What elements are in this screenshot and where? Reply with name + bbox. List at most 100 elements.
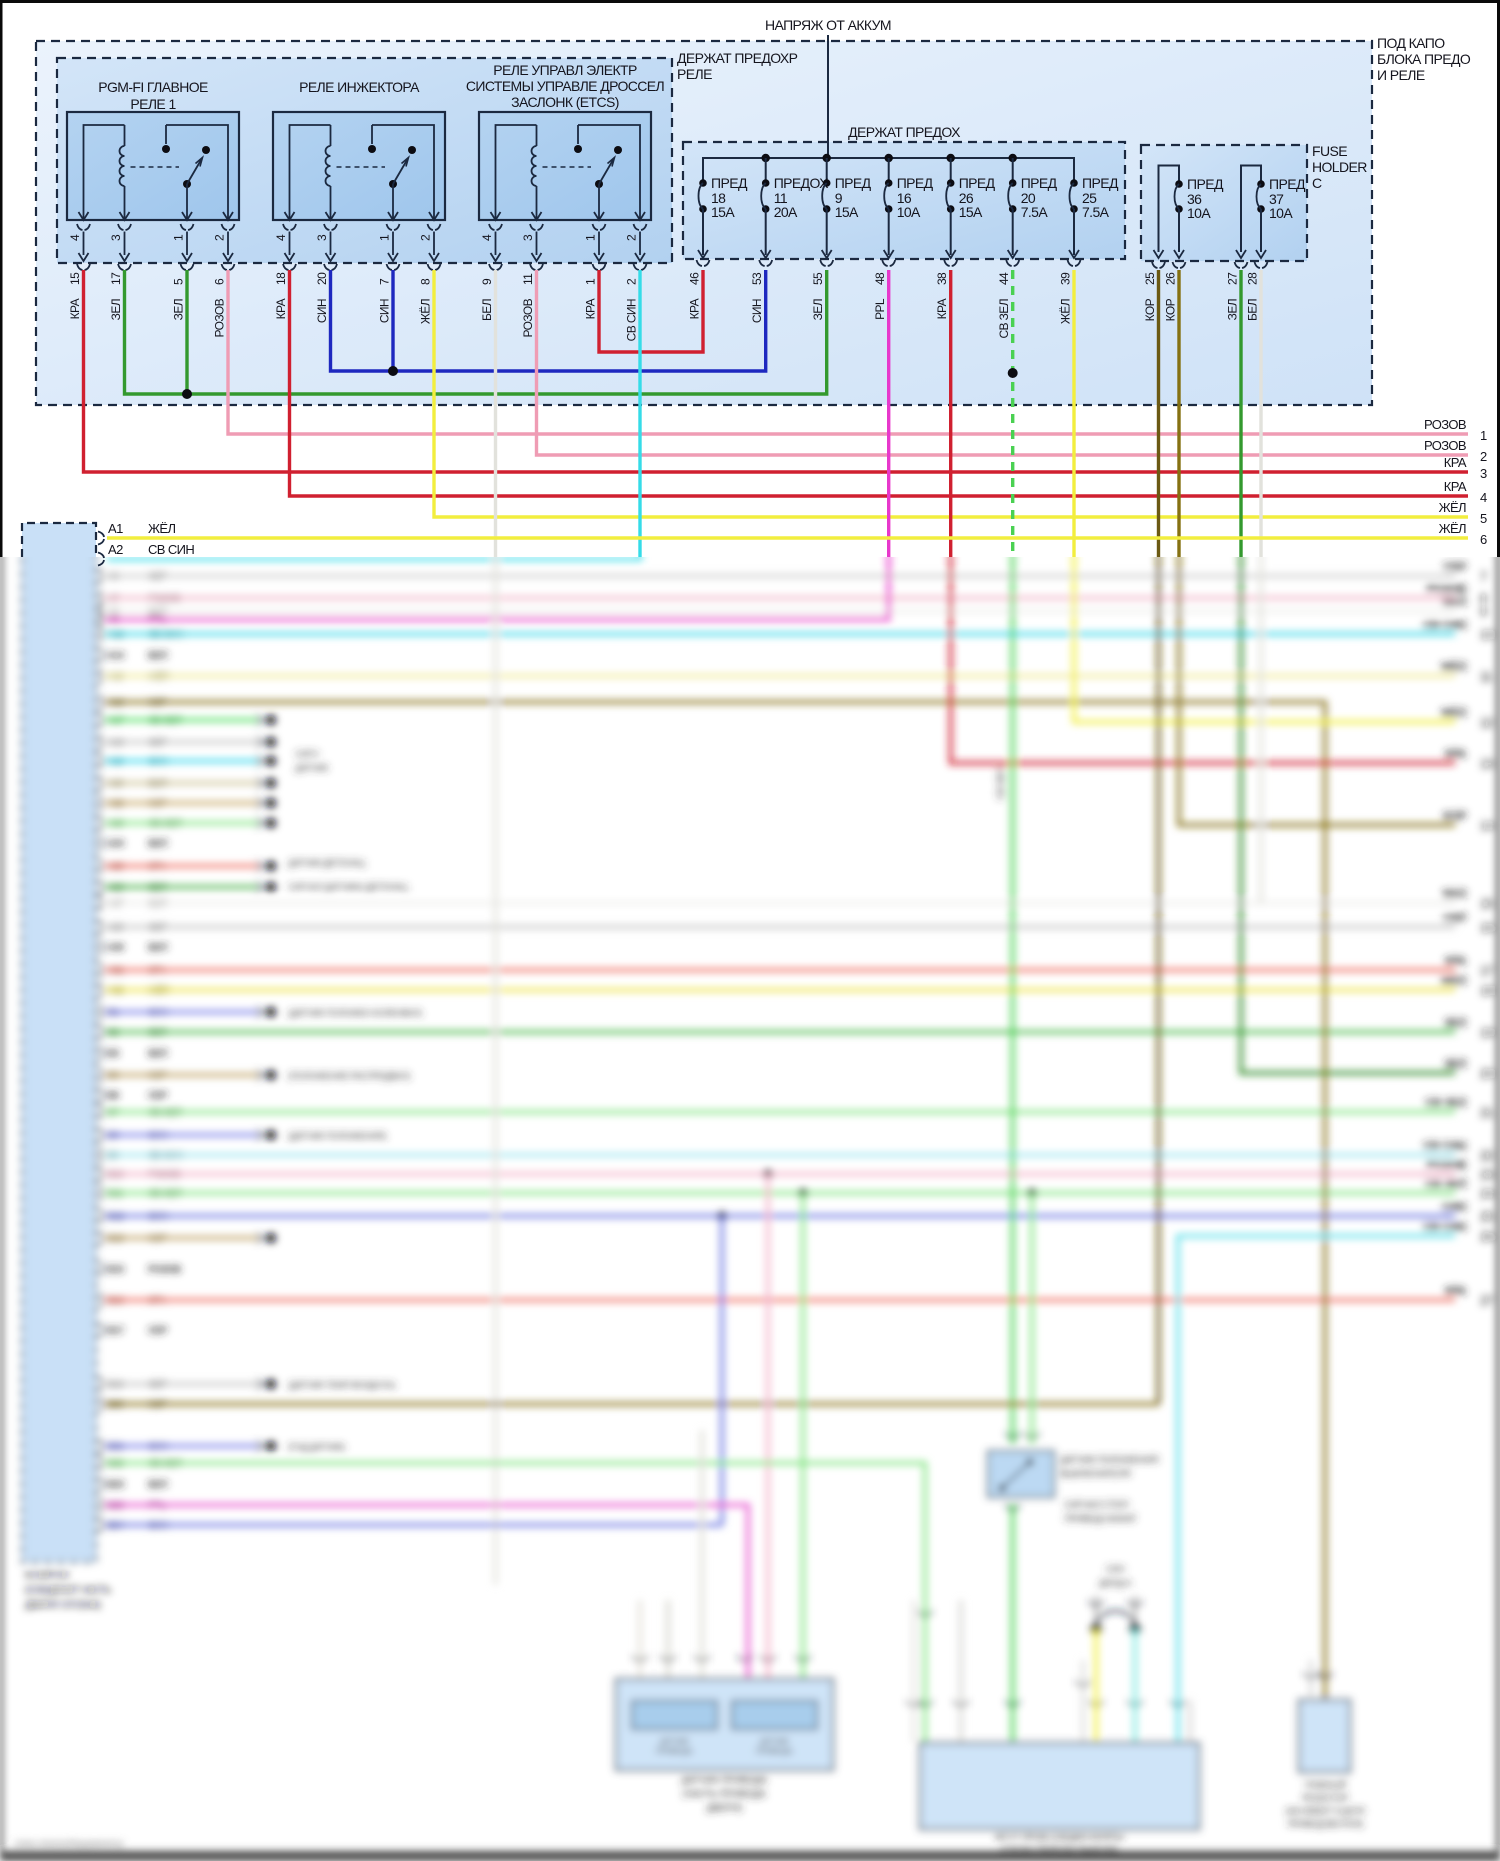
svg-text:СВ ЗЕЛ: СВ ЗЕЛ [997,299,1011,339]
svg-text:ЗЕЛ: ЗЕЛ [1226,299,1240,320]
svg-text:ПОД КАПО: ПОД КАПО [1377,35,1445,51]
svg-text:РЕЗИСТОР: РЕЗИСТОР [1302,1793,1348,1804]
svg-text:26: 26 [959,190,974,206]
svg-text:25: 25 [1082,190,1097,206]
svg-text:(НЕ ИМЕЕТ СЦЕПЛ: (НЕ ИМЕЕТ СЦЕПЛ [1285,1806,1365,1817]
svg-text:ДАТЧИК: ДАТЧИК [659,1736,689,1746]
svg-text:РОЗОВ: РОЗОВ [213,298,227,337]
svg-text:ПРЕД: ПРЕД [959,175,996,191]
svg-text:3: 3 [1480,466,1487,481]
svg-text:КРА: КРА [688,298,702,319]
svg-text:СВ СИН: СВ СИН [1423,618,1466,632]
svg-text:38: 38 [935,272,949,285]
svg-text:1: 1 [584,278,598,285]
svg-text:ГЛАВНЫЙ: ГЛАВНЫЙ [1304,1779,1346,1791]
svg-text:КРА: КРА [1445,954,1467,968]
svg-text:БЕЛ: БЕЛ [1246,299,1260,321]
svg-text:СИН: СИН [1442,1200,1466,1214]
svg-text:(ДАТЧИК ПОЛОЖЕН КОЛЕНВАЛ): (ДАТЧИК ПОЛОЖЕН КОЛЕНВАЛ) [288,1008,422,1019]
svg-text:БЕЛ: БЕЛ [148,651,168,662]
svg-text:СИСТЕМЫ УПРАВЛЕ ДРОССЕЛ: СИСТЕМЫ УПРАВЛЕ ДРОССЕЛ [466,78,665,94]
svg-text:16: 16 [897,190,912,206]
svg-text:17: 17 [1480,964,1493,978]
svg-text:ДАТЧИК ПОЛОЖЕНИЯ: ДАТЧИК ПОЛОЖЕНИЯ [1060,1455,1159,1466]
svg-text:БЕЛ: БЕЛ [148,1480,168,1491]
svg-text:11: 11 [521,273,535,285]
svg-text:ДИОД А: ДИОД А [1099,1578,1133,1589]
svg-text:КРА: КРА [935,298,949,319]
svg-text:БЛОКА ПРЕДО: БЛОКА ПРЕДО [1377,51,1471,67]
svg-text:И РЕЛЕ: И РЕЛЕ [1377,67,1425,83]
svg-text:10А: 10А [1269,205,1293,221]
svg-text:РОЗОВ: РОЗОВ [148,1265,181,1276]
svg-text:СВ ЗЕЛ: СВ ЗЕЛ [996,768,1007,800]
svg-text:2: 2 [1480,449,1487,464]
svg-text:ПРЕД: ПРЕД [1187,176,1224,192]
svg-text:А1: А1 [108,521,123,536]
svg-text:28: 28 [1246,272,1260,285]
svg-text:РОЗОВ: РОЗОВ [521,298,535,337]
svg-text:ЖЁЛ: ЖЁЛ [1059,299,1073,324]
svg-text:1: 1 [172,234,186,241]
svg-text:СЕР: СЕР [148,1326,168,1337]
svg-text:ПРЕДОХ: ПРЕДОХ [774,175,829,191]
svg-text:ПРИВОДА: ПРИВОДА [756,1746,794,1756]
svg-text:РОЗОВ: РОЗОВ [1426,1158,1466,1172]
svg-text:2: 2 [419,234,433,241]
svg-text:20: 20 [1480,1067,1493,1081]
svg-text:(ДАТЧИК ТЕМП ВОЗДУХА): (ДАТЧИК ТЕМП ВОЗДУХА) [288,1380,395,1391]
svg-text:2: 2 [625,234,639,241]
svg-text:СИН: СИН [378,299,392,323]
svg-text:(СБОКУ ПЕРЕДН ПАНЕЛИ): (СБОКУ ПЕРЕДН ПАНЕЛИ) [1001,1845,1117,1856]
svg-text:БЕЛ: БЕЛ [480,299,494,321]
svg-text:3: 3 [315,234,329,241]
svg-text:А2: А2 [108,542,123,557]
svg-text:КОР: КОР [1443,809,1466,823]
svg-text:9: 9 [1480,605,1487,619]
svg-text:46: 46 [688,272,702,285]
svg-text:25: 25 [1480,1210,1493,1224]
svg-text:7: 7 [1480,570,1487,584]
svg-text:36: 36 [1187,191,1202,207]
svg-text:ЗАСЛОНК (ETCS): ЗАСЛОНК (ETCS) [511,94,619,110]
svg-text:B15: B15 [107,1265,125,1276]
svg-text:СВ СИН: СВ СИН [1423,1139,1466,1153]
svg-text:B23: B23 [107,1480,125,1491]
svg-text:ПРЕД: ПРЕД [897,175,934,191]
svg-text:СИГНАЛ ДАТЧИКА ДЕТОНАЦ: СИГНАЛ ДАТЧИКА ДЕТОНАЦ [288,882,408,893]
svg-text:20: 20 [1021,190,1036,206]
svg-text:ДАТЧИК ПРИВОДА: ДАТЧИК ПРИВОДА [681,1774,767,1786]
svg-text:ЗЕЛ: ЗЕЛ [811,299,825,320]
svg-text:схемы-электрооборудования.ру: схемы-электрооборудования.ру [14,1838,125,1848]
svg-text:РЕЛЕ: РЕЛЕ [677,66,712,82]
svg-text:3: 3 [521,234,535,241]
svg-text:(ЧАСТЬ ПРИВОДА: (ЧАСТЬ ПРИВОДА [682,1788,766,1800]
svg-text:3: 3 [109,234,123,241]
svg-text:СВ СИН: СВ СИН [148,542,194,557]
svg-text:РОЗОВ: РОЗОВ [1424,417,1466,432]
svg-text:23: 23 [1480,1168,1493,1182]
svg-text:(СОЕДИНИТ ЧАСТЬ: (СОЕДИНИТ ЧАСТЬ [25,1585,112,1596]
svg-text:БЕЛ: БЕЛ [1443,887,1466,901]
svg-text:4: 4 [480,234,494,241]
svg-text:1: 1 [584,234,598,241]
svg-text:22: 22 [1480,1149,1493,1163]
svg-text:КРА: КРА [1445,747,1467,761]
svg-text:15А: 15А [711,204,735,220]
svg-text:ЖГУТ ПРОВ СОЕДИН МУФТЫ: ЖГУТ ПРОВ СОЕДИН МУФТЫ [994,1832,1124,1843]
svg-text:14: 14 [1480,819,1493,833]
svg-text:ЖЁЛ: ЖЁЛ [1439,500,1466,515]
svg-text:1: 1 [378,234,392,241]
svg-text:ЗЕЛ: ЗЕЛ [172,299,186,320]
svg-text:СИН: СИН [315,299,329,323]
svg-text:17: 17 [109,272,123,285]
svg-text:8: 8 [419,278,433,285]
svg-text:19: 19 [1480,1026,1493,1040]
svg-text:БЕЛ: БЕЛ [1443,595,1466,609]
svg-text:НАПРЯЖ ОТ АККУМ: НАПРЯЖ ОТ АККУМ [765,17,891,33]
svg-text:ПРЕД: ПРЕД [711,175,748,191]
svg-text:24: 24 [1480,1187,1493,1201]
svg-text:25: 25 [1143,272,1157,285]
svg-text:48: 48 [873,272,887,285]
svg-text:4: 4 [1480,490,1487,505]
